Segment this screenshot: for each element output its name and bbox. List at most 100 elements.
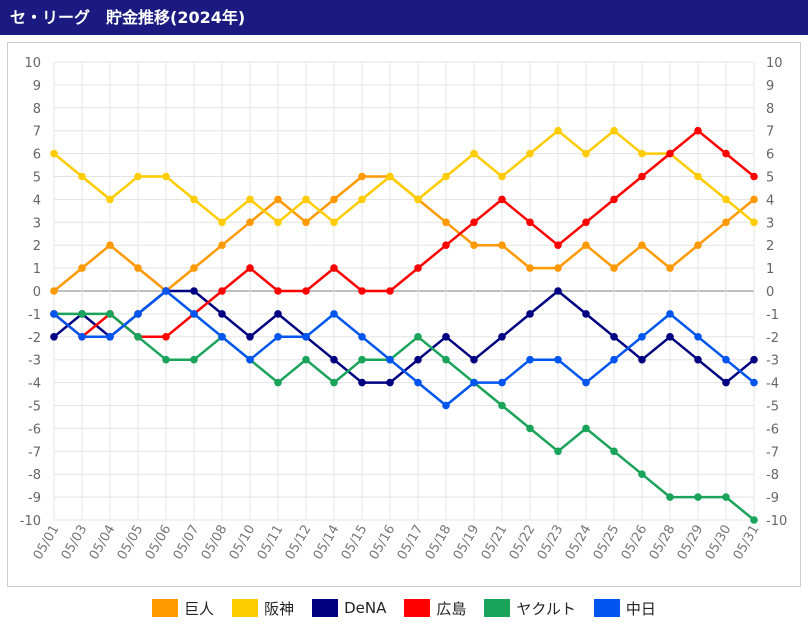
- y-tick-label-right: 8: [766, 102, 774, 117]
- data-point: [442, 401, 450, 410]
- y-tick-label-left: 10: [24, 56, 41, 71]
- x-tick-label: 05/30: [703, 523, 735, 563]
- data-point: [470, 149, 478, 158]
- data-point: [134, 172, 142, 181]
- y-tick-label-left: 6: [33, 148, 41, 163]
- legend-item[interactable]: 広島: [404, 598, 466, 619]
- y-tick-label-right: -4: [766, 377, 779, 392]
- data-point: [218, 333, 226, 341]
- y-tick-label-left: -1: [28, 308, 41, 323]
- y-tick-label-left: -4: [28, 377, 41, 392]
- legend-item[interactable]: 阪神: [232, 598, 294, 619]
- data-point: [246, 333, 254, 341]
- x-tick-label: 05/31: [731, 523, 763, 563]
- data-point: [582, 149, 590, 158]
- data-point: [498, 401, 506, 410]
- y-tick-label-left: -5: [28, 400, 41, 415]
- x-tick-label: 05/06: [143, 523, 175, 563]
- data-point: [442, 172, 450, 181]
- page-title: セ・リーグ 貯金推移(2024年): [0, 0, 808, 35]
- data-point: [302, 287, 310, 295]
- data-point: [610, 333, 618, 341]
- data-point: [162, 287, 170, 295]
- data-point: [666, 493, 674, 501]
- x-tick-label: 05/16: [367, 523, 399, 563]
- legend-item[interactable]: ヤクルト: [484, 598, 576, 619]
- data-point: [106, 333, 114, 341]
- series-line: [53, 129, 755, 339]
- data-point: [750, 172, 758, 181]
- x-tick-label: 05/05: [115, 523, 147, 563]
- y-tick-label-left: 8: [33, 102, 41, 117]
- x-tick-label: 05/17: [395, 523, 427, 563]
- data-point: [274, 333, 282, 341]
- data-point: [218, 241, 226, 249]
- data-point: [442, 355, 450, 364]
- legend-swatch: [484, 599, 511, 617]
- legend-label: DeNA: [344, 599, 387, 617]
- data-point: [722, 355, 730, 364]
- data-point: [414, 333, 422, 341]
- x-tick-label: 05/08: [199, 523, 231, 563]
- data-point: [330, 195, 338, 204]
- chart-legend: 巨人 阪神 DeNA 広島 ヤクルト 中日: [0, 594, 808, 622]
- y-tick-label-right: 4: [766, 193, 774, 208]
- data-point: [722, 218, 730, 227]
- legend-swatch: [232, 599, 259, 617]
- y-tick-label-left: 7: [33, 125, 41, 140]
- y-tick-label-right: -7: [766, 445, 779, 460]
- y-tick-label-left: -6: [28, 422, 41, 437]
- x-tick-label: 05/15: [339, 523, 371, 563]
- legend-label: 広島: [436, 599, 467, 618]
- y-tick-label-left: 5: [33, 171, 41, 186]
- y-tick-label-right: -8: [766, 468, 779, 483]
- legend-item[interactable]: 中日: [593, 598, 656, 619]
- data-point: [358, 287, 366, 295]
- x-tick-label: 05/21: [479, 523, 511, 563]
- legend-item[interactable]: 巨人: [152, 598, 214, 619]
- data-point: [638, 149, 646, 158]
- data-point: [750, 355, 758, 364]
- data-point: [50, 333, 58, 341]
- data-point: [666, 333, 674, 341]
- data-point: [666, 264, 674, 272]
- y-tick-label-left: 1: [33, 262, 41, 277]
- data-point: [610, 195, 618, 204]
- x-tick-label: 05/04: [87, 523, 119, 563]
- data-point: [246, 264, 254, 272]
- data-point: [78, 172, 86, 181]
- data-point: [218, 218, 226, 227]
- data-point: [414, 378, 422, 387]
- data-point: [554, 264, 562, 272]
- data-point: [358, 355, 366, 364]
- data-point: [442, 333, 450, 341]
- data-point: [162, 333, 170, 341]
- x-tick-label: 05/28: [647, 523, 679, 563]
- data-point: [470, 218, 478, 227]
- y-tick-label-right: -1: [766, 308, 779, 323]
- data-point: [750, 516, 758, 524]
- legend-swatch: [152, 599, 179, 617]
- data-point: [750, 218, 758, 227]
- data-point: [470, 378, 478, 387]
- data-point: [610, 126, 618, 135]
- data-point: [330, 218, 338, 227]
- data-point: [358, 195, 366, 204]
- data-point: [554, 241, 562, 249]
- data-point: [414, 355, 422, 364]
- data-point: [246, 218, 254, 227]
- x-tick-label: 05/11: [255, 523, 287, 563]
- legend-swatch: [593, 599, 620, 617]
- series-lines: [50, 126, 758, 524]
- y-tick-label-left: 0: [33, 285, 41, 300]
- legend-item[interactable]: DeNA: [312, 599, 386, 617]
- data-point: [134, 264, 142, 272]
- x-tick-label: 05/18: [423, 523, 455, 563]
- data-point: [330, 264, 338, 272]
- y-tick-label-right: 9: [766, 79, 774, 94]
- data-point: [386, 287, 394, 295]
- legend-label: 阪神: [264, 599, 295, 618]
- y-tick-label-left: -10: [20, 514, 41, 529]
